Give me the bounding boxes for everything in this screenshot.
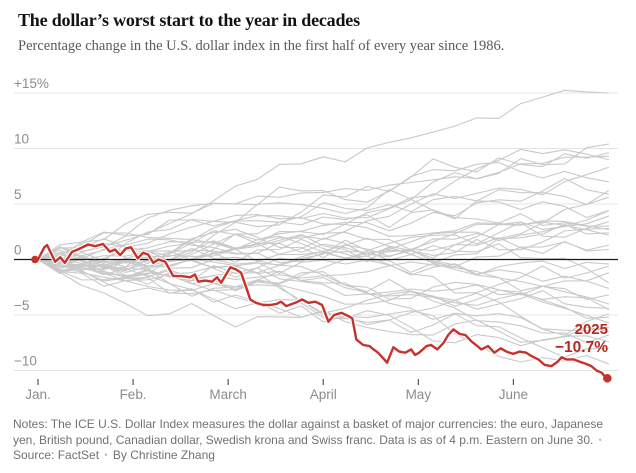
x-axis-label: May xyxy=(406,387,432,402)
x-axis-label: Feb. xyxy=(120,387,147,402)
chart-footnotes: Notes: The ICE U.S. Dollar Index measure… xyxy=(13,417,619,464)
series-start-dot xyxy=(31,255,39,264)
highlight-line-casing xyxy=(35,241,610,381)
background-year-line xyxy=(37,258,610,365)
annotation-value-label: −10.7% xyxy=(554,338,608,356)
y-axis-label: +15% xyxy=(14,76,49,91)
notes-text: Notes: The ICE U.S. Dollar Index measure… xyxy=(13,417,604,447)
background-year-line xyxy=(37,155,610,261)
background-year-line xyxy=(37,89,610,261)
background-year-line xyxy=(37,166,610,268)
series-annotation-2025: 2025 −10.7% xyxy=(554,321,608,356)
series-end-dot xyxy=(603,373,612,383)
background-year-line xyxy=(37,215,610,270)
background-year-line xyxy=(37,220,610,278)
background-year-line xyxy=(37,189,610,267)
chart-subtitle: Percentage change in the U.S. dollar ind… xyxy=(18,38,505,54)
background-year-line xyxy=(37,189,610,273)
background-year-line xyxy=(37,258,610,324)
background-year-line xyxy=(37,214,610,261)
x-axis-label: April xyxy=(310,387,337,402)
background-year-line xyxy=(37,143,610,262)
separator-dot-icon: • xyxy=(598,434,602,445)
y-axis-label: 0 xyxy=(14,243,22,258)
highlight-line-2025 xyxy=(36,242,609,380)
y-axis-label: 5 xyxy=(14,187,22,202)
page-title: The dollar’s worst start to the year in … xyxy=(18,10,360,30)
background-year-line xyxy=(37,209,610,268)
background-year-line xyxy=(37,223,610,272)
separator-dot-icon: • xyxy=(104,450,108,460)
x-axis-label: March xyxy=(209,387,247,402)
x-axis-label: June xyxy=(499,387,528,402)
source-credit: Source: FactSet xyxy=(13,448,100,462)
y-axis-label: 10 xyxy=(14,132,29,147)
annotation-year-label: 2025 xyxy=(574,321,608,338)
background-year-line xyxy=(37,258,610,358)
chart-header: The dollar’s worst start to the year in … xyxy=(18,10,504,55)
background-year-line xyxy=(37,161,610,262)
background-year-line xyxy=(37,241,610,288)
background-year-line xyxy=(37,152,610,261)
background-year-line xyxy=(37,258,610,300)
background-year-line xyxy=(37,246,610,332)
y-axis-label: −10 xyxy=(14,354,37,369)
background-year-line xyxy=(37,221,610,279)
background-year-line xyxy=(37,231,610,276)
background-year-line xyxy=(37,148,610,262)
y-axis-label: −5 xyxy=(14,298,29,313)
background-year-line xyxy=(37,210,610,269)
x-axis-label: Jan. xyxy=(25,387,51,402)
background-year-line xyxy=(37,177,610,272)
byline: By Christine Zhang xyxy=(112,448,215,462)
